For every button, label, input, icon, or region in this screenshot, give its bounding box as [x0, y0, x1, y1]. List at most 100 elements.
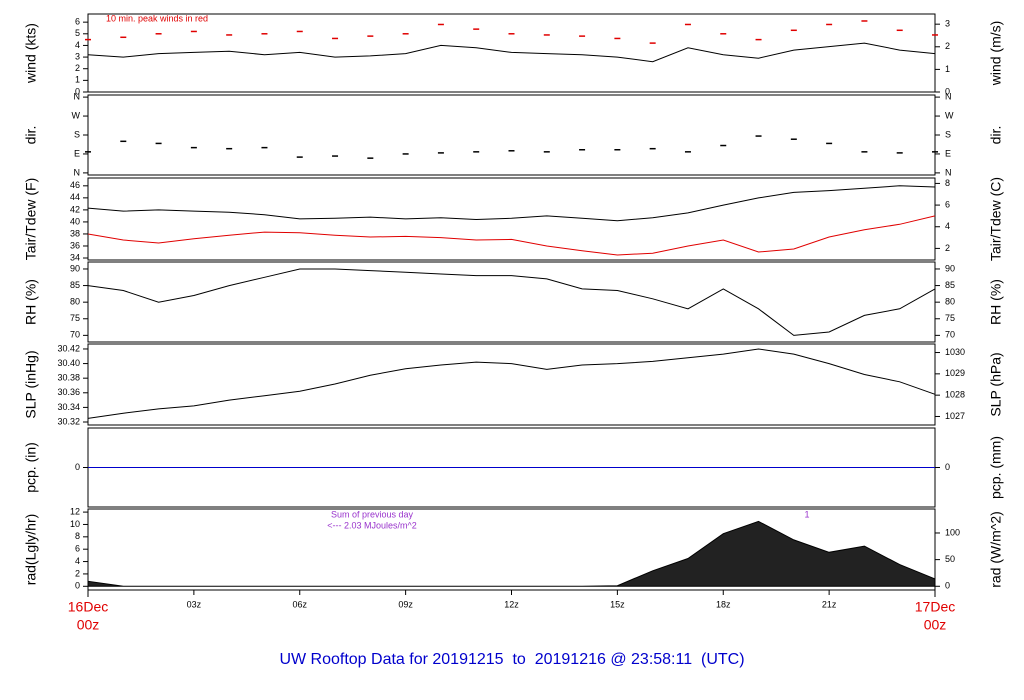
- x-tick-label: 09z: [398, 599, 413, 609]
- y-axis-label: RH (%): [23, 279, 39, 325]
- y-tick-label: 34: [70, 252, 80, 262]
- y-tick-label: 30.40: [57, 358, 80, 368]
- panel-frame: [87, 177, 936, 261]
- y-tick-label: 10: [70, 519, 80, 529]
- y-axis-label: SLP (inHg): [23, 350, 39, 418]
- y2-axis-label: wind (m/s): [988, 21, 1004, 87]
- y-tick-label: 0: [75, 581, 80, 591]
- y-tick-label: 6: [75, 17, 80, 27]
- y-tick-label: W: [72, 110, 81, 120]
- y-tick-label: 6: [75, 544, 80, 554]
- y2-tick-label: W: [945, 110, 954, 120]
- y-tick-label: 1: [75, 75, 80, 85]
- line: [87, 42, 936, 63]
- chart-title: UW Rooftop Data for 20191215 to 20191216…: [279, 651, 744, 668]
- y-tick-label: N: [74, 91, 81, 101]
- y-tick-label: 38: [70, 228, 80, 238]
- y2-tick-label: 1: [945, 64, 950, 74]
- y-tick-label: 90: [70, 263, 80, 273]
- y2-tick-label: 100: [945, 527, 960, 537]
- x-edge-time: 00z: [77, 617, 100, 633]
- y-tick-label: 4: [75, 40, 80, 50]
- annotation: 10 min. peak winds in red: [106, 13, 208, 23]
- y-axis-label: dir.: [23, 126, 39, 145]
- y-tick-label: 0: [75, 86, 80, 96]
- y-axis-label: wind (kts): [23, 23, 39, 84]
- y2-axis-label: rad (W/m^2): [988, 511, 1004, 588]
- y-tick-label: 40: [70, 216, 80, 226]
- y-tick-label: 2: [75, 568, 80, 578]
- annotation: <--- 2.03 MJoules/m^2: [327, 520, 417, 530]
- y2-tick-label: 4: [945, 221, 950, 231]
- x-tick-label: 06z: [292, 599, 307, 609]
- y-tick-label: 30.36: [57, 387, 80, 397]
- y2-tick-label: 1030: [945, 347, 965, 357]
- y-tick-label: 44: [70, 192, 80, 202]
- y2-axis-label: dir.: [988, 126, 1004, 145]
- y2-tick-label: 2: [945, 243, 950, 253]
- y2-tick-label: S: [945, 129, 951, 139]
- y2-tick-label: 0: [945, 462, 950, 472]
- y-tick-label: 46: [70, 180, 80, 190]
- y2-tick-label: 70: [945, 330, 955, 340]
- y2-tick-label: 2: [945, 41, 950, 51]
- annotation: Sum of previous day: [331, 509, 414, 519]
- y-axis-label: Tair/Tdew (F): [23, 178, 39, 260]
- y2-axis-label: pcp. (mm): [988, 436, 1004, 499]
- y-tick-label: 5: [75, 28, 80, 38]
- y-tick-label: 2: [75, 63, 80, 73]
- y2-axis-label: SLP (hPa): [988, 352, 1004, 416]
- y-tick-label: 30.38: [57, 373, 80, 383]
- y-tick-label: 42: [70, 204, 80, 214]
- x-edge-time: 00z: [924, 617, 947, 633]
- y2-tick-label: 6: [945, 199, 950, 209]
- x-tick-label: 03z: [187, 599, 202, 609]
- y-tick-label: 85: [70, 280, 80, 290]
- y2-tick-label: 80: [945, 297, 955, 307]
- x-edge-date: 17Dec: [915, 599, 955, 615]
- annotation: 1: [804, 509, 809, 519]
- y2-tick-label: 3: [945, 19, 950, 29]
- y-tick-label: 3: [75, 51, 80, 61]
- panel-frame: [87, 343, 936, 426]
- line: [87, 348, 936, 419]
- x-edge-date: 16Dec: [68, 599, 108, 615]
- x-tick-label: 18z: [716, 599, 731, 609]
- y-tick-label: 4: [75, 556, 80, 566]
- y2-tick-label: 75: [945, 313, 955, 323]
- y-tick-label: 8: [75, 531, 80, 541]
- y-axis-label: rad(Lgly/hr): [23, 514, 39, 586]
- y-tick-label: 80: [70, 297, 80, 307]
- y2-tick-label: 0: [945, 86, 950, 96]
- y2-axis-label: RH (%): [988, 279, 1004, 325]
- y2-tick-label: 1028: [945, 390, 965, 400]
- line: [87, 215, 936, 256]
- panel-frame: [87, 261, 936, 343]
- y-tick-label: 12: [70, 506, 80, 516]
- line: [87, 268, 936, 336]
- x-tick-label: 21z: [822, 599, 837, 609]
- y-tick-label: N: [74, 167, 81, 177]
- x-tick-label: 15z: [610, 599, 625, 609]
- y2-axis-label: Tair/Tdew (C): [988, 177, 1004, 261]
- y-tick-label: 36: [70, 240, 80, 250]
- y-tick-label: S: [74, 129, 80, 139]
- y-tick-label: 0: [75, 462, 80, 472]
- y2-tick-label: 90: [945, 263, 955, 273]
- y-tick-label: 30.34: [57, 402, 80, 412]
- panel-frame: [87, 94, 936, 176]
- y-tick-label: E: [74, 148, 80, 158]
- x-tick-label: 12z: [504, 599, 519, 609]
- area: [87, 520, 936, 587]
- y2-tick-label: 0: [945, 581, 950, 591]
- y-tick-label: 30.32: [57, 416, 80, 426]
- panel-frame: [87, 13, 936, 93]
- y2-tick-label: N: [945, 167, 952, 177]
- y-tick-label: 75: [70, 313, 80, 323]
- y-tick-label: 30.42: [57, 343, 80, 353]
- y2-tick-label: E: [945, 148, 951, 158]
- y2-tick-label: 1027: [945, 411, 965, 421]
- y2-tick-label: 1029: [945, 368, 965, 378]
- y-axis-label: pcp. (in): [23, 442, 39, 493]
